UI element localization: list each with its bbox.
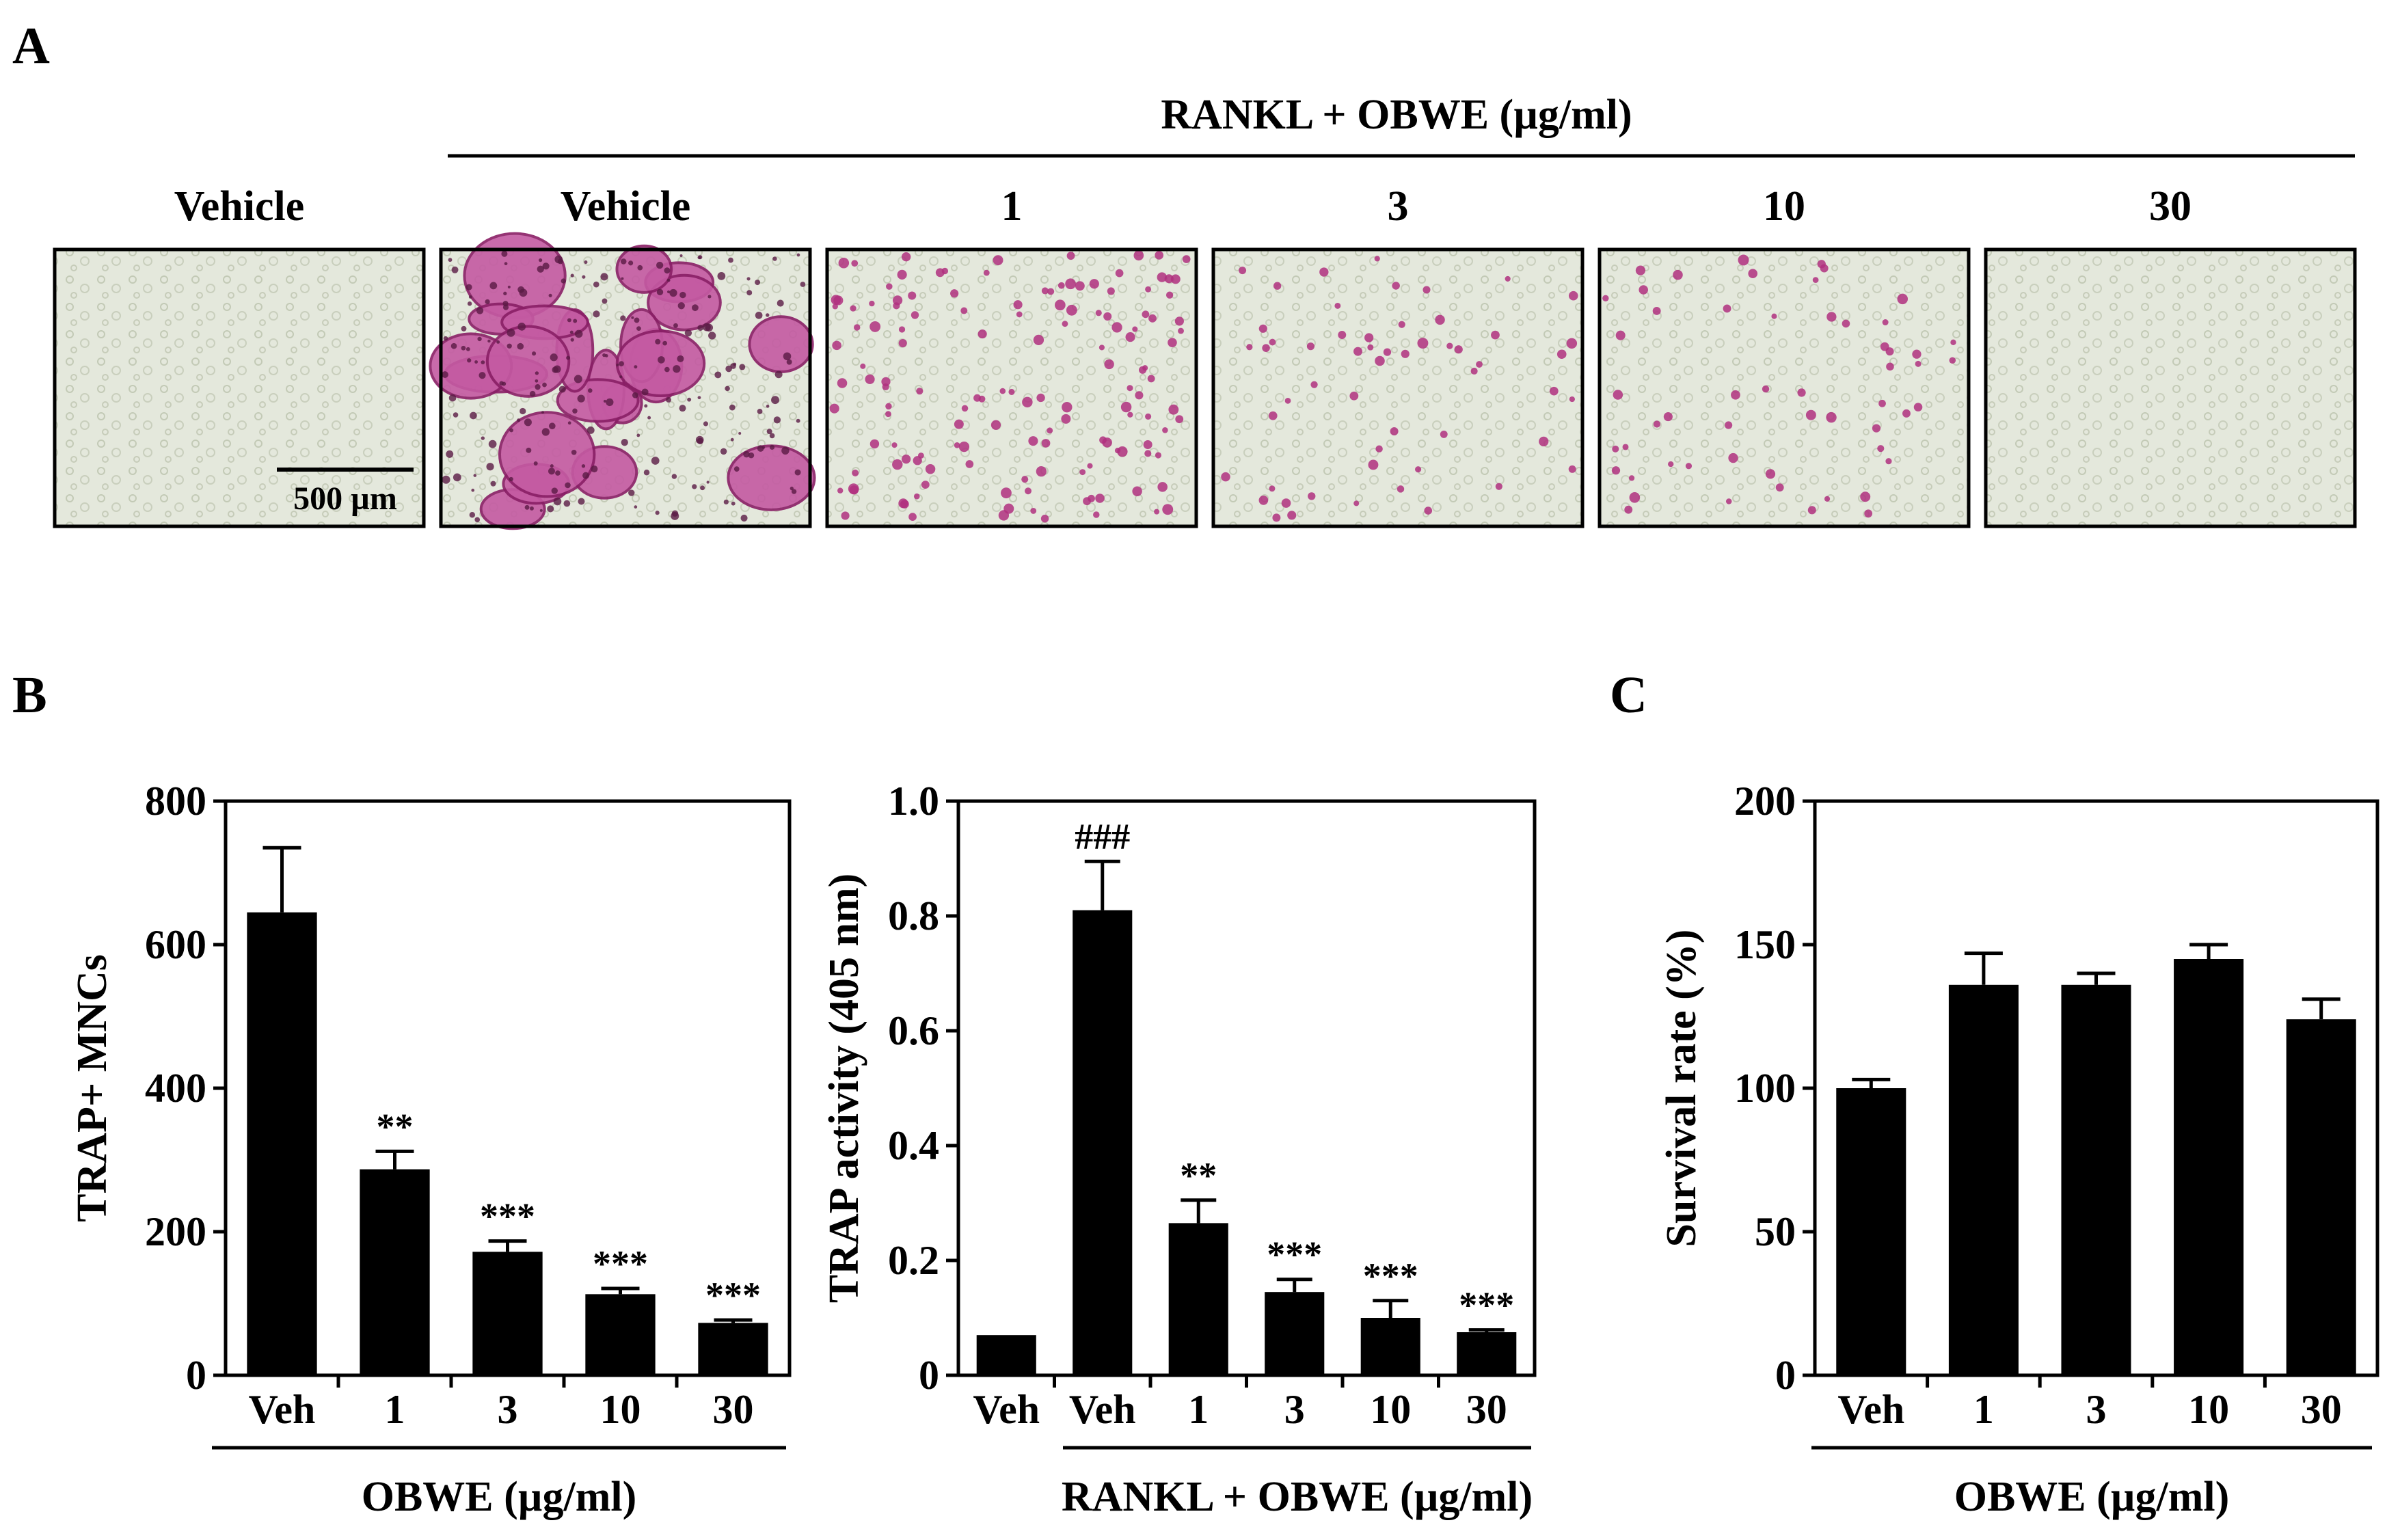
chart-trap-mncs: 0 200 400 600 800 Veh ** 1 *** 3 *** 10 *** 30 TRAP+ M… bbox=[69, 779, 792, 1520]
micrograph-label: Vehicle bbox=[561, 183, 691, 230]
significance-label: ### bbox=[1075, 816, 1130, 857]
x-axis-label: OBWE (µg/ml) bbox=[1954, 1474, 2230, 1520]
micrograph-frame bbox=[1597, 247, 1971, 528]
micrograph-frame bbox=[1211, 247, 1585, 528]
y-axis-label: TRAP activity (405 nm) bbox=[821, 874, 867, 1303]
micrograph-frame bbox=[53, 247, 426, 528]
y-tick-label: 800 bbox=[145, 779, 206, 824]
x-tick-label: Veh bbox=[1837, 1387, 1904, 1432]
significance-label: ** bbox=[377, 1106, 414, 1147]
bar bbox=[1168, 1223, 1228, 1375]
micrograph-image bbox=[429, 232, 816, 530]
y-axis-label: Survival rate (%) bbox=[1658, 930, 1705, 1247]
micrograph-image bbox=[1600, 249, 1969, 526]
bar bbox=[360, 1169, 430, 1375]
bar bbox=[2061, 984, 2131, 1375]
chart-survival-rate: 0 50 100 150 200 Veh 1 3 10 30 Survival rate (%) OB… bbox=[1658, 779, 2379, 1520]
micrograph-label: 1 bbox=[1001, 183, 1023, 230]
y-tick-label: 0 bbox=[186, 1353, 206, 1398]
x-tick-label: 3 bbox=[2086, 1387, 2107, 1432]
panel-b-letter: B bbox=[12, 666, 47, 724]
y-tick-label: 100 bbox=[1734, 1066, 1796, 1111]
significance-label: *** bbox=[480, 1196, 535, 1237]
micrograph-image bbox=[827, 249, 1196, 526]
micrograph-row: Vehicle 500 µm Vehicle 1 3 10 30 bbox=[53, 183, 2357, 530]
y-tick-label: 1.0 bbox=[888, 779, 939, 824]
chart-trap-activity: 0 0.2 0.4 0.6 0.8 1.0 Veh ### Veh ** 1 *** 3 *** 10 ***… bbox=[821, 779, 1537, 1520]
bar bbox=[698, 1323, 768, 1375]
x-tick-label: 30 bbox=[2301, 1387, 2342, 1432]
significance-label: *** bbox=[1267, 1234, 1322, 1275]
scale-bar-label: 500 µm bbox=[293, 481, 397, 517]
significance-label: *** bbox=[1459, 1285, 1514, 1326]
x-tick-label: 10 bbox=[600, 1387, 641, 1432]
plot-frame bbox=[956, 799, 1537, 1377]
x-axis-label: OBWE (µg/ml) bbox=[362, 1474, 637, 1520]
significance-label: *** bbox=[705, 1275, 761, 1316]
micrograph-label: 3 bbox=[1388, 183, 1409, 230]
x-tick-label: 30 bbox=[1466, 1387, 1507, 1432]
y-tick-label: 0 bbox=[919, 1353, 939, 1398]
micrograph-label: 30 bbox=[2149, 183, 2192, 230]
y-tick-label: 0.4 bbox=[888, 1123, 939, 1168]
bar bbox=[1360, 1318, 1420, 1375]
micrograph-label: Vehicle bbox=[174, 183, 305, 230]
bar bbox=[976, 1335, 1036, 1375]
bar bbox=[2286, 1019, 2356, 1375]
y-tick-label: 400 bbox=[145, 1066, 206, 1111]
y-tick-label: 0.2 bbox=[888, 1238, 939, 1283]
x-tick-label: 10 bbox=[2188, 1387, 2229, 1432]
x-tick-label: 30 bbox=[713, 1387, 754, 1432]
x-tick-label: Veh bbox=[1069, 1387, 1136, 1432]
bar bbox=[1073, 910, 1133, 1375]
y-tick-label: 200 bbox=[145, 1209, 206, 1254]
x-tick-label: 1 bbox=[1973, 1387, 1994, 1432]
x-tick-label: Veh bbox=[973, 1387, 1040, 1432]
significance-label: *** bbox=[1363, 1256, 1418, 1297]
x-tick-label: 10 bbox=[1370, 1387, 1411, 1432]
bar bbox=[1457, 1332, 1517, 1375]
micrograph-frame bbox=[825, 247, 1198, 528]
bar bbox=[585, 1294, 656, 1375]
y-tick-label: 0.6 bbox=[888, 1008, 939, 1053]
y-tick-label: 200 bbox=[1734, 779, 1796, 824]
y-axis-label: TRAP+ MNCs bbox=[69, 954, 116, 1222]
significance-label: ** bbox=[1180, 1155, 1217, 1196]
bar bbox=[1265, 1292, 1325, 1375]
y-tick-label: 50 bbox=[1755, 1209, 1796, 1254]
micrograph-image bbox=[1213, 249, 1582, 526]
bar bbox=[1948, 984, 2019, 1375]
micrograph-image bbox=[55, 249, 424, 526]
x-axis-label: RANKL + OBWE (µg/ml) bbox=[1062, 1474, 1533, 1520]
micrograph-frame bbox=[439, 247, 812, 528]
micrograph-label: 10 bbox=[1763, 183, 1805, 230]
x-tick-label: Veh bbox=[249, 1387, 316, 1432]
bar bbox=[1836, 1088, 1906, 1375]
micrograph-frame bbox=[1984, 247, 2357, 528]
y-tick-label: 0 bbox=[1775, 1353, 1796, 1398]
panel-a-letter: A bbox=[12, 17, 50, 75]
bar bbox=[247, 912, 317, 1375]
y-tick-label: 0.8 bbox=[888, 893, 939, 938]
micrograph-image bbox=[1986, 249, 2355, 526]
x-tick-label: 1 bbox=[1188, 1387, 1209, 1432]
x-tick-label: 3 bbox=[1284, 1387, 1305, 1432]
y-tick-label: 600 bbox=[145, 922, 206, 967]
y-tick-label: 150 bbox=[1734, 922, 1796, 967]
x-tick-label: 3 bbox=[498, 1387, 518, 1432]
panel-c-letter: C bbox=[1610, 666, 1647, 724]
bar bbox=[472, 1252, 543, 1375]
significance-label: *** bbox=[593, 1243, 648, 1284]
panel-a-group-label: RANKL + OBWE (µg/ml) bbox=[1161, 92, 1632, 138]
x-tick-label: 1 bbox=[385, 1387, 405, 1432]
bar bbox=[2174, 959, 2244, 1375]
